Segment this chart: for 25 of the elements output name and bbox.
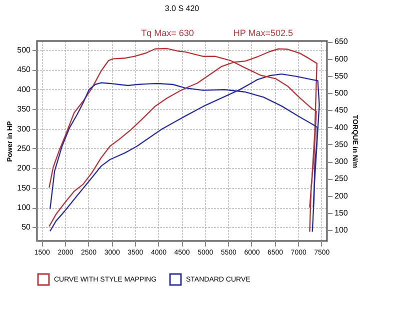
y2-tick-label: 350: [334, 140, 348, 149]
y-tick-label: 100: [17, 203, 32, 212]
y-tick-label: 450: [17, 65, 32, 74]
text: HP Max=502.5: [233, 28, 294, 38]
y-tick-label: 350: [17, 104, 32, 114]
y2-tick-label: 250: [334, 174, 348, 184]
y2-tick-label: 200: [334, 191, 348, 200]
y2-tick-label: 150: [334, 208, 348, 218]
y2-tick-label: 400: [334, 122, 348, 132]
y2-tick-label: 100: [334, 226, 348, 235]
y2-tick-label: 600: [334, 54, 348, 64]
y2-tick-label: 300: [334, 157, 348, 166]
y-tick-label: 200: [17, 164, 32, 173]
y-tick-label: 250: [17, 144, 32, 153]
text: Tq Max= 630: [141, 28, 194, 38]
y2-tick-label: 550: [334, 71, 348, 80]
y2-tick-label: 650: [334, 37, 348, 46]
y-tick-label: 300: [17, 124, 32, 134]
y-tick-label: 150: [17, 183, 32, 192]
y2-tick-label: 450: [334, 106, 348, 115]
y-tick-label: 400: [17, 84, 32, 94]
y-tick-label: 50: [22, 222, 32, 232]
y-tick-label: 500: [17, 46, 32, 55]
y2-tick-label: 500: [334, 88, 348, 98]
chart-title: 3.0 S 420: [164, 4, 200, 13]
